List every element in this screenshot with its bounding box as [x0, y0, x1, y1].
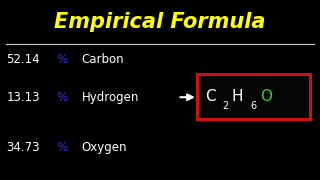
Text: H: H — [231, 89, 243, 104]
Text: 52.14: 52.14 — [6, 53, 40, 66]
Text: 6: 6 — [251, 101, 257, 111]
Text: Empirical Formula: Empirical Formula — [54, 12, 266, 32]
Text: Oxygen: Oxygen — [82, 141, 127, 154]
Text: Carbon: Carbon — [82, 53, 124, 66]
FancyBboxPatch shape — [197, 74, 310, 119]
Text: 13.13: 13.13 — [6, 91, 40, 104]
Text: 34.73: 34.73 — [6, 141, 40, 154]
Text: %: % — [56, 141, 67, 154]
Text: %: % — [56, 91, 67, 104]
Text: O: O — [260, 89, 272, 104]
Text: Hydrogen: Hydrogen — [82, 91, 139, 104]
Text: 2: 2 — [222, 101, 228, 111]
Text: C: C — [205, 89, 215, 104]
Text: %: % — [56, 53, 67, 66]
